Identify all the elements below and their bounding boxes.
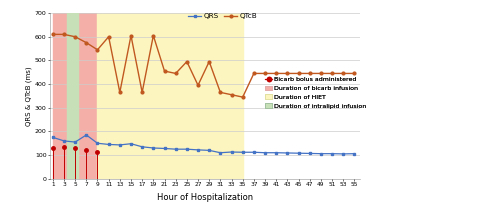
QTcB xyxy=(218,91,224,94)
QRS xyxy=(206,149,212,152)
QRS xyxy=(340,153,346,155)
QTcB xyxy=(61,33,67,36)
Bar xyxy=(67,13,78,179)
QTcB xyxy=(273,72,279,75)
QTcB xyxy=(251,72,257,75)
QRS xyxy=(329,152,335,155)
QRS xyxy=(61,140,67,142)
QTcB xyxy=(106,36,112,38)
QTcB xyxy=(50,33,56,36)
QTcB xyxy=(150,34,156,37)
QTcB xyxy=(195,84,201,87)
QRS xyxy=(72,141,78,143)
QTcB xyxy=(340,72,346,75)
QRS xyxy=(318,152,324,155)
QTcB xyxy=(206,60,212,63)
QTcB xyxy=(352,72,358,75)
QTcB xyxy=(172,72,178,75)
QRS xyxy=(172,148,178,150)
QRS xyxy=(262,152,268,154)
QRS xyxy=(117,144,123,146)
QTcB xyxy=(329,72,335,75)
Bar xyxy=(98,13,242,179)
QTcB xyxy=(139,91,145,94)
QRS xyxy=(162,147,168,150)
QRS xyxy=(273,152,279,154)
Line: QTcB: QTcB xyxy=(52,33,356,99)
QRS xyxy=(128,142,134,145)
QRS xyxy=(284,152,290,154)
QTcB xyxy=(284,72,290,75)
QRS xyxy=(306,152,312,155)
QRS xyxy=(251,151,257,153)
QRS xyxy=(195,149,201,151)
QTcB xyxy=(228,94,234,96)
QRS xyxy=(218,152,224,154)
QTcB xyxy=(128,34,134,37)
QTcB xyxy=(262,72,268,75)
QTcB xyxy=(117,91,123,94)
QTcB xyxy=(240,96,246,98)
QRS xyxy=(240,151,246,153)
Line: QRS: QRS xyxy=(52,134,356,155)
QTcB xyxy=(84,41,89,44)
QTcB xyxy=(184,60,190,63)
Legend: Bicarb bolus administered, Duration of bicarb infusion, Duration of HIET, Durati: Bicarb bolus administered, Duration of b… xyxy=(266,77,366,109)
Bar xyxy=(53,13,220,179)
QTcB xyxy=(306,72,312,75)
QRS xyxy=(94,142,100,145)
QRS xyxy=(106,143,112,146)
QTcB xyxy=(94,48,100,51)
QRS xyxy=(50,136,56,139)
QTcB xyxy=(72,36,78,38)
QRS xyxy=(352,152,358,155)
QRS xyxy=(84,134,89,136)
X-axis label: Hour of Hospitalization: Hour of Hospitalization xyxy=(157,193,253,202)
QTcB xyxy=(296,72,302,75)
QTcB xyxy=(162,70,168,72)
QRS xyxy=(228,151,234,153)
QTcB xyxy=(318,72,324,75)
QRS xyxy=(296,152,302,155)
Y-axis label: QRS & QTcB (ms): QRS & QTcB (ms) xyxy=(26,66,32,126)
QRS xyxy=(150,147,156,149)
QRS xyxy=(139,145,145,148)
QRS xyxy=(184,148,190,150)
